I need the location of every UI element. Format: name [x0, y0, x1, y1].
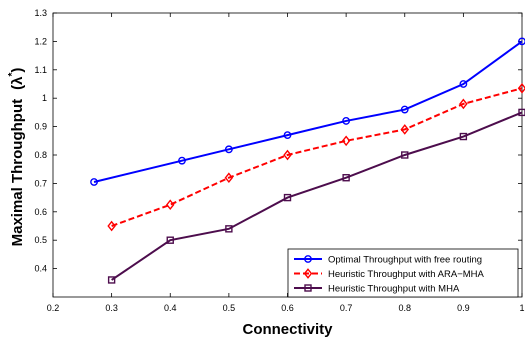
data-point: [283, 149, 292, 161]
data-point: [225, 225, 233, 233]
series-3: [107, 108, 525, 284]
data-point: [517, 82, 525, 94]
x-tick-label: 1: [519, 303, 524, 313]
y-tick-label: 1.1: [34, 65, 47, 75]
data-point: [341, 135, 351, 147]
data-point: [459, 80, 468, 88]
series-line: [93, 40, 523, 183]
y-tick-label: 0.4: [34, 264, 47, 274]
y-axis-title-symbol: (λ: [9, 76, 26, 90]
data-point: [178, 156, 186, 165]
data-point: [518, 108, 525, 117]
series-layer: [90, 37, 525, 284]
data-point: [518, 37, 525, 46]
axis-ticks: 0.2 0.3 0.4 0.5 0.6 0.7 0.8 0.9 1 0.4 0.5 0.6 0.7 0.8…: [34, 8, 524, 313]
y-tick-label: 0.8: [34, 150, 47, 160]
legend-items: Optimal Throughput with free routing Heur…: [294, 255, 485, 295]
data-point: [107, 276, 116, 284]
x-tick-label: 0.8: [398, 303, 411, 313]
data-point: [283, 131, 292, 140]
legend-item: Optimal Throughput with free routing: [294, 255, 482, 266]
data-point: [459, 98, 468, 110]
legend-label: Optimal Throughput with free routing: [328, 255, 482, 266]
data-point: [401, 151, 409, 159]
legend-label: Heuristic Throughput with MHA: [328, 284, 460, 295]
legend-label: Heuristic Throughput with ARA−MHA: [328, 269, 485, 280]
legend: Optimal Throughput with free routing Heur…: [287, 248, 519, 298]
data-point: [342, 117, 351, 125]
legend-item: Heuristic Throughput with ARA−MHA: [294, 268, 485, 280]
data-point: [400, 124, 410, 135]
y-tick-label: 1.2: [34, 36, 47, 46]
x-tick-label: 0.2: [47, 303, 60, 313]
x-tick-label: 0.9: [457, 303, 470, 313]
x-tick-label: 0.3: [105, 303, 118, 313]
legend-marker: [303, 268, 313, 279]
x-tick-label: 0.6: [281, 303, 294, 313]
series-2: [107, 82, 525, 232]
x-tick-label: 0.5: [223, 303, 236, 313]
legend-item: Heuristic Throughput with MHA: [294, 284, 460, 295]
y-axis-title-symbol-sup: *: [7, 73, 18, 77]
data-point: [166, 236, 174, 244]
y-axis-title: Maximal Throughput (λ*): [7, 68, 26, 247]
data-point: [342, 174, 350, 182]
data-point: [90, 178, 98, 186]
x-tick-label: 0.7: [340, 303, 353, 313]
data-point: [283, 193, 292, 202]
legend-box: [287, 248, 519, 298]
y-axis-title-symbol-close: ): [9, 68, 26, 73]
y-axis-title-text: Maximal Throughput: [9, 99, 26, 247]
series-1: [90, 37, 525, 186]
x-axis-title: Connectivity: [242, 321, 333, 338]
data-point: [224, 145, 233, 154]
y-tick-label: 0.9: [34, 122, 47, 132]
series-line: [111, 111, 523, 281]
y-tick-label: 1: [42, 93, 47, 103]
y-tick-label: 0.7: [34, 178, 47, 188]
data-point: [400, 105, 409, 114]
data-point: [224, 172, 234, 184]
y-tick-label: 1.3: [34, 8, 47, 18]
x-tick-label: 0.4: [164, 303, 177, 313]
data-point: [107, 220, 116, 232]
legend-marker: [304, 284, 312, 292]
y-tick-label: 0.6: [34, 207, 47, 217]
data-point: [165, 199, 175, 211]
legend-marker: [304, 255, 312, 263]
data-point: [459, 132, 468, 141]
series-line: [111, 87, 523, 227]
y-tick-label: 0.5: [34, 235, 47, 245]
